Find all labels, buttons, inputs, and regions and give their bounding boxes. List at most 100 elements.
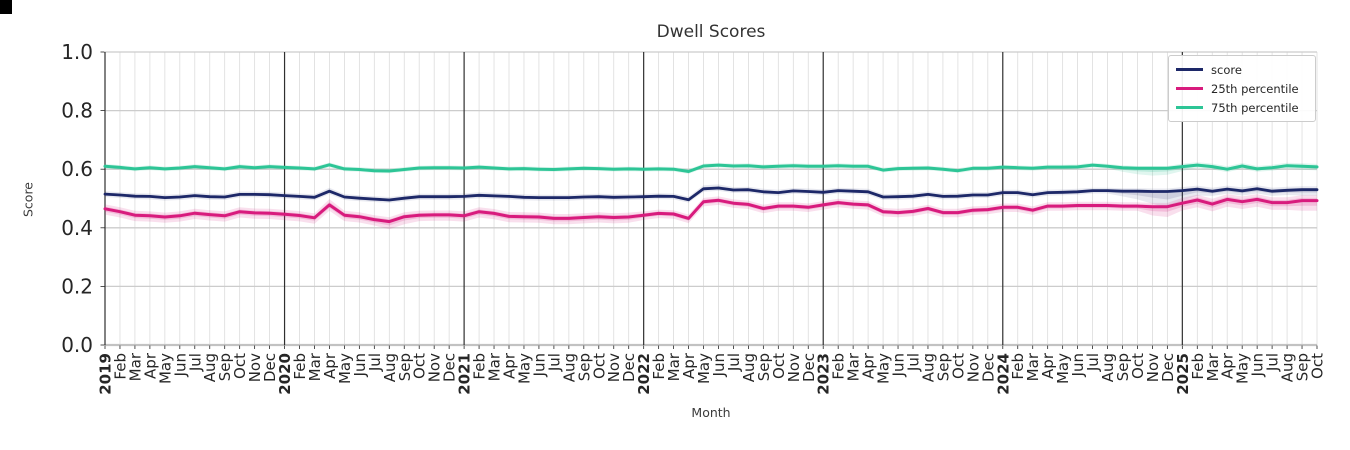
svg-text:May: May <box>515 353 533 384</box>
svg-text:Dec: Dec <box>1159 353 1177 382</box>
svg-text:Nov: Nov <box>426 353 444 382</box>
svg-text:2019: 2019 <box>97 353 115 395</box>
legend-item-score: score <box>1176 60 1308 79</box>
svg-text:Aug: Aug <box>1279 353 1297 382</box>
svg-text:May: May <box>875 353 893 384</box>
svg-text:Mar: Mar <box>1204 352 1222 381</box>
svg-text:Jun: Jun <box>890 353 908 377</box>
svg-text:0.8: 0.8 <box>61 99 93 123</box>
svg-text:Jul: Jul <box>1084 353 1102 372</box>
svg-text:Mar: Mar <box>126 352 144 381</box>
svg-text:Mar: Mar <box>486 352 504 381</box>
legend-item-75th-percentile: 75th percentile <box>1176 98 1308 117</box>
svg-text:Sep: Sep <box>396 353 414 381</box>
svg-text:Oct: Oct <box>231 353 249 379</box>
svg-text:Feb: Feb <box>830 353 848 380</box>
svg-text:Dec: Dec <box>441 353 459 382</box>
svg-text:Apr: Apr <box>680 352 698 379</box>
svg-text:Apr: Apr <box>1039 352 1057 379</box>
svg-text:2020: 2020 <box>276 353 294 395</box>
svg-text:0.2: 0.2 <box>61 274 93 298</box>
svg-text:Aug: Aug <box>201 353 219 382</box>
legend-label: 25th percentile <box>1211 81 1299 96</box>
svg-text:Dec: Dec <box>800 353 818 382</box>
legend: score 25th percentile 75th percentile <box>1168 55 1316 122</box>
svg-text:Aug: Aug <box>919 353 937 382</box>
svg-text:Nov: Nov <box>605 353 623 382</box>
svg-text:0.4: 0.4 <box>61 216 93 240</box>
svg-text:2025: 2025 <box>1174 353 1192 395</box>
svg-text:Aug: Aug <box>560 353 578 382</box>
svg-text:2023: 2023 <box>815 353 833 395</box>
svg-text:Feb: Feb <box>111 353 129 380</box>
svg-text:Nov: Nov <box>1144 353 1162 382</box>
svg-text:Jul: Jul <box>1264 353 1282 372</box>
svg-text:Sep: Sep <box>934 353 952 381</box>
svg-text:Sep: Sep <box>575 353 593 381</box>
chart-title: Dwell Scores <box>656 22 766 42</box>
svg-text:2021: 2021 <box>456 353 474 395</box>
svg-text:1.0: 1.0 <box>61 40 93 64</box>
svg-text:Feb: Feb <box>291 353 309 380</box>
legend-label: 75th percentile <box>1211 100 1299 115</box>
svg-text:Apr: Apr <box>1219 352 1237 379</box>
svg-text:Nov: Nov <box>246 353 264 382</box>
svg-text:Jun: Jun <box>1249 353 1267 377</box>
svg-text:Dec: Dec <box>261 353 279 382</box>
svg-text:Jul: Jul <box>545 353 563 372</box>
svg-text:Jun: Jun <box>171 353 189 377</box>
svg-text:Oct: Oct <box>1129 353 1147 379</box>
x-axis-label: Month <box>691 405 731 420</box>
svg-text:Aug: Aug <box>381 353 399 382</box>
svg-text:Apr: Apr <box>141 352 159 379</box>
svg-text:Oct: Oct <box>411 353 429 379</box>
legend-line-swatch-score <box>1176 68 1203 71</box>
legend-label: score <box>1211 62 1242 77</box>
svg-text:Jun: Jun <box>351 353 369 377</box>
svg-text:Dec: Dec <box>620 353 638 382</box>
screen-corner-artifact <box>0 0 12 14</box>
svg-text:Oct: Oct <box>1309 353 1327 379</box>
svg-text:May: May <box>695 353 713 384</box>
legend-line-swatch-75th <box>1176 106 1203 109</box>
svg-text:Jul: Jul <box>905 353 923 372</box>
svg-text:Oct: Oct <box>590 353 608 379</box>
svg-text:Dec: Dec <box>979 353 997 382</box>
svg-text:Feb: Feb <box>471 353 489 380</box>
svg-text:May: May <box>336 353 354 384</box>
svg-text:Jun: Jun <box>710 353 728 377</box>
svg-text:Aug: Aug <box>740 353 758 382</box>
svg-text:Nov: Nov <box>964 353 982 382</box>
svg-text:0.6: 0.6 <box>61 157 93 181</box>
svg-text:Sep: Sep <box>1114 353 1132 381</box>
svg-text:Oct: Oct <box>949 353 967 379</box>
svg-text:2024: 2024 <box>994 353 1012 395</box>
svg-text:Nov: Nov <box>785 353 803 382</box>
svg-text:Jul: Jul <box>725 353 743 372</box>
svg-text:May: May <box>1054 353 1072 384</box>
legend-item-25th-percentile: 25th percentile <box>1176 79 1308 98</box>
svg-text:Sep: Sep <box>755 353 773 381</box>
svg-text:Mar: Mar <box>845 352 863 381</box>
svg-text:Sep: Sep <box>216 353 234 381</box>
svg-text:Apr: Apr <box>860 352 878 379</box>
svg-text:0.0: 0.0 <box>61 333 93 357</box>
legend-line-swatch-25th <box>1176 87 1203 90</box>
svg-text:Aug: Aug <box>1099 353 1117 382</box>
y-axis-label: Score <box>20 182 36 218</box>
svg-text:Mar: Mar <box>306 352 324 381</box>
svg-text:May: May <box>1234 353 1252 384</box>
svg-text:May: May <box>156 353 174 384</box>
svg-text:Mar: Mar <box>665 352 683 381</box>
svg-text:Feb: Feb <box>1189 353 1207 380</box>
svg-text:2022: 2022 <box>635 353 653 395</box>
svg-text:Jul: Jul <box>186 353 204 372</box>
svg-text:Mar: Mar <box>1024 352 1042 381</box>
svg-text:Feb: Feb <box>650 353 668 380</box>
svg-text:Apr: Apr <box>501 352 519 379</box>
svg-text:Apr: Apr <box>321 352 339 379</box>
svg-text:Jun: Jun <box>1069 353 1087 377</box>
svg-text:Feb: Feb <box>1009 353 1027 380</box>
